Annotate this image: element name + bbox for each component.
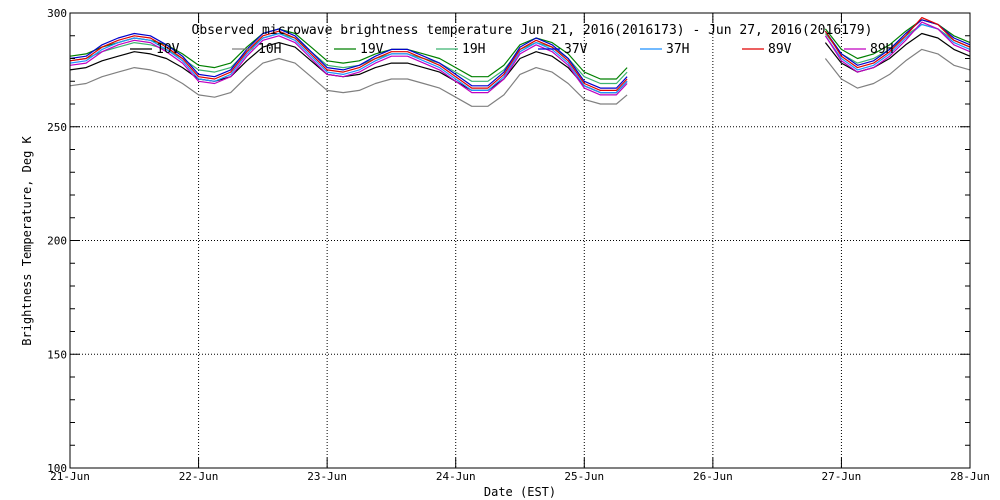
x-tick-label: 25-Jun: [564, 470, 604, 483]
x-tick-label: 24-Jun: [436, 470, 476, 483]
chart-title: Observed microwave brightness temperatur…: [192, 23, 873, 38]
x-tick-label: 28-Jun: [950, 470, 990, 483]
axis-ticks: [69, 12, 971, 469]
x-tick-label: 22-Jun: [179, 470, 219, 483]
y-tick-label: 200: [47, 235, 67, 248]
series-line-37V: [69, 19, 971, 89]
legend-label-19H: 19H: [462, 42, 485, 57]
legend-label-10V: 10V: [156, 42, 180, 57]
y-axis-title: Brightness Temperature, Deg K: [20, 135, 34, 345]
series-line-37H: [69, 23, 971, 94]
series-lines: [69, 17, 971, 107]
x-tick-label: 23-Jun: [307, 470, 347, 483]
legend-label-89V: 89V: [768, 42, 792, 57]
x-tick-label: 27-Jun: [822, 470, 862, 483]
legend-label-10H: 10H: [258, 42, 281, 57]
y-tick-label: 100: [47, 462, 67, 475]
x-tick-label: 21-Jun: [50, 470, 90, 483]
y-tick-label: 250: [47, 121, 67, 134]
series-line-10H: [69, 48, 971, 107]
legend-label-37V: 37V: [564, 42, 588, 57]
legend-label-89H: 89H: [870, 42, 893, 57]
legend: 10V 10H 19V 19H 37V 37H 89V 89H: [130, 42, 893, 57]
series-line-89V: [69, 17, 971, 91]
legend-label-19V: 19V: [360, 42, 384, 57]
tick-labels: 100 150 200 250 300 21-Jun 22-Jun 23-Jun 24-Jun 2…: [47, 7, 990, 483]
legend-label-37H: 37H: [666, 42, 689, 57]
y-tick-label: 150: [47, 348, 67, 361]
x-tick-label: 26-Jun: [693, 470, 733, 483]
x-axis-title: Date (EST): [484, 485, 556, 499]
series-line-89H: [69, 21, 971, 96]
y-tick-label: 300: [47, 7, 67, 20]
series-line-10V: [69, 32, 971, 94]
grid-lines: [70, 13, 970, 468]
